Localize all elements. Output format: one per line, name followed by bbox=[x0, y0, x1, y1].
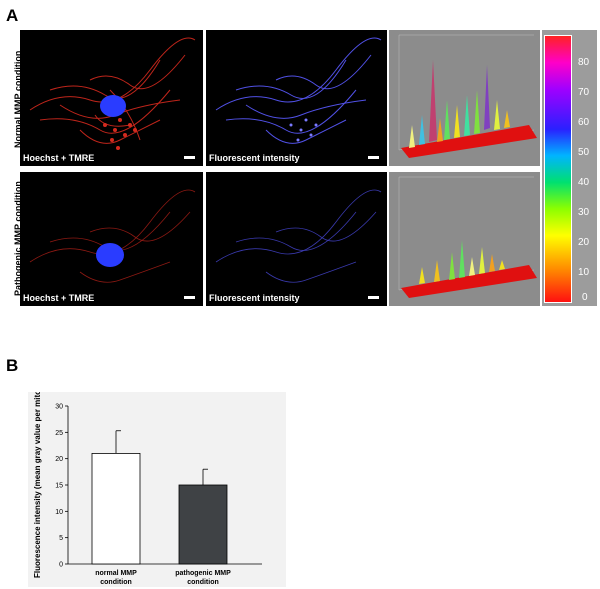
y-tick-label: 30 bbox=[55, 404, 63, 411]
scale-bar bbox=[368, 156, 379, 159]
bar bbox=[178, 484, 228, 565]
scale-bar bbox=[184, 156, 195, 159]
colorbar-tick: 40 bbox=[578, 177, 590, 188]
normal-surface-plot bbox=[389, 30, 540, 166]
colorbar-gradient bbox=[544, 35, 572, 303]
caption-intensity-normal: Fluorescent intensity bbox=[209, 153, 300, 163]
y-axis-label: Fluorescence intensity (mean gray value … bbox=[33, 392, 42, 578]
panel-b-label: B bbox=[6, 356, 19, 375]
pathogenic-intensity-image: Fluorescent intensity bbox=[206, 172, 387, 306]
normal-intensity-image: Fluorescent intensity bbox=[206, 30, 387, 166]
x-category-label: condition bbox=[100, 579, 132, 586]
y-tick-label: 5 bbox=[59, 535, 63, 542]
normal-merge-image: Hoechst + TMRE bbox=[20, 30, 203, 166]
y-tick-label: 15 bbox=[55, 483, 63, 490]
colorbar-tick: 70 bbox=[578, 87, 590, 98]
x-category-label: normal MMP bbox=[95, 570, 137, 577]
y-tick-label: 0 bbox=[59, 562, 63, 569]
chart-background bbox=[28, 392, 286, 587]
nucleus-shape bbox=[96, 243, 124, 267]
y-tick-label: 10 bbox=[55, 509, 63, 516]
colorbar-tick: 30 bbox=[578, 207, 590, 218]
colorbar-tick: 50 bbox=[578, 147, 590, 158]
bar-chart: Fluorescence intensity (mean gray value … bbox=[33, 392, 262, 586]
colorbar-tick: 20 bbox=[578, 237, 590, 248]
nucleus-shape bbox=[100, 95, 126, 117]
panel-a-label: A bbox=[6, 6, 19, 25]
y-tick-label: 20 bbox=[55, 456, 63, 463]
colorbar-tick: 80 bbox=[578, 57, 590, 68]
bar bbox=[91, 453, 141, 565]
caption-merge-pathogenic: Hoechst + TMRE bbox=[23, 293, 95, 303]
scale-bar bbox=[368, 296, 379, 299]
caption-intensity-pathogenic: Fluorescent intensity bbox=[209, 293, 300, 303]
x-category-label: pathogenic MMP bbox=[175, 570, 231, 577]
pathogenic-merge-image: Hoechst + TMRE bbox=[20, 172, 203, 306]
colorbar-panel: 80 70 60 50 40 30 20 10 0 bbox=[542, 30, 597, 306]
colorbar-tick: 0 bbox=[582, 292, 588, 303]
y-tick-label: 25 bbox=[55, 430, 63, 437]
pathogenic-surface-plot bbox=[389, 172, 540, 306]
colorbar-tick: 60 bbox=[578, 117, 590, 128]
colorbar-tick: 10 bbox=[578, 267, 590, 278]
scale-bar bbox=[184, 296, 195, 299]
caption-merge-normal: Hoechst + TMRE bbox=[23, 153, 95, 163]
x-category-label: condition bbox=[187, 579, 219, 586]
